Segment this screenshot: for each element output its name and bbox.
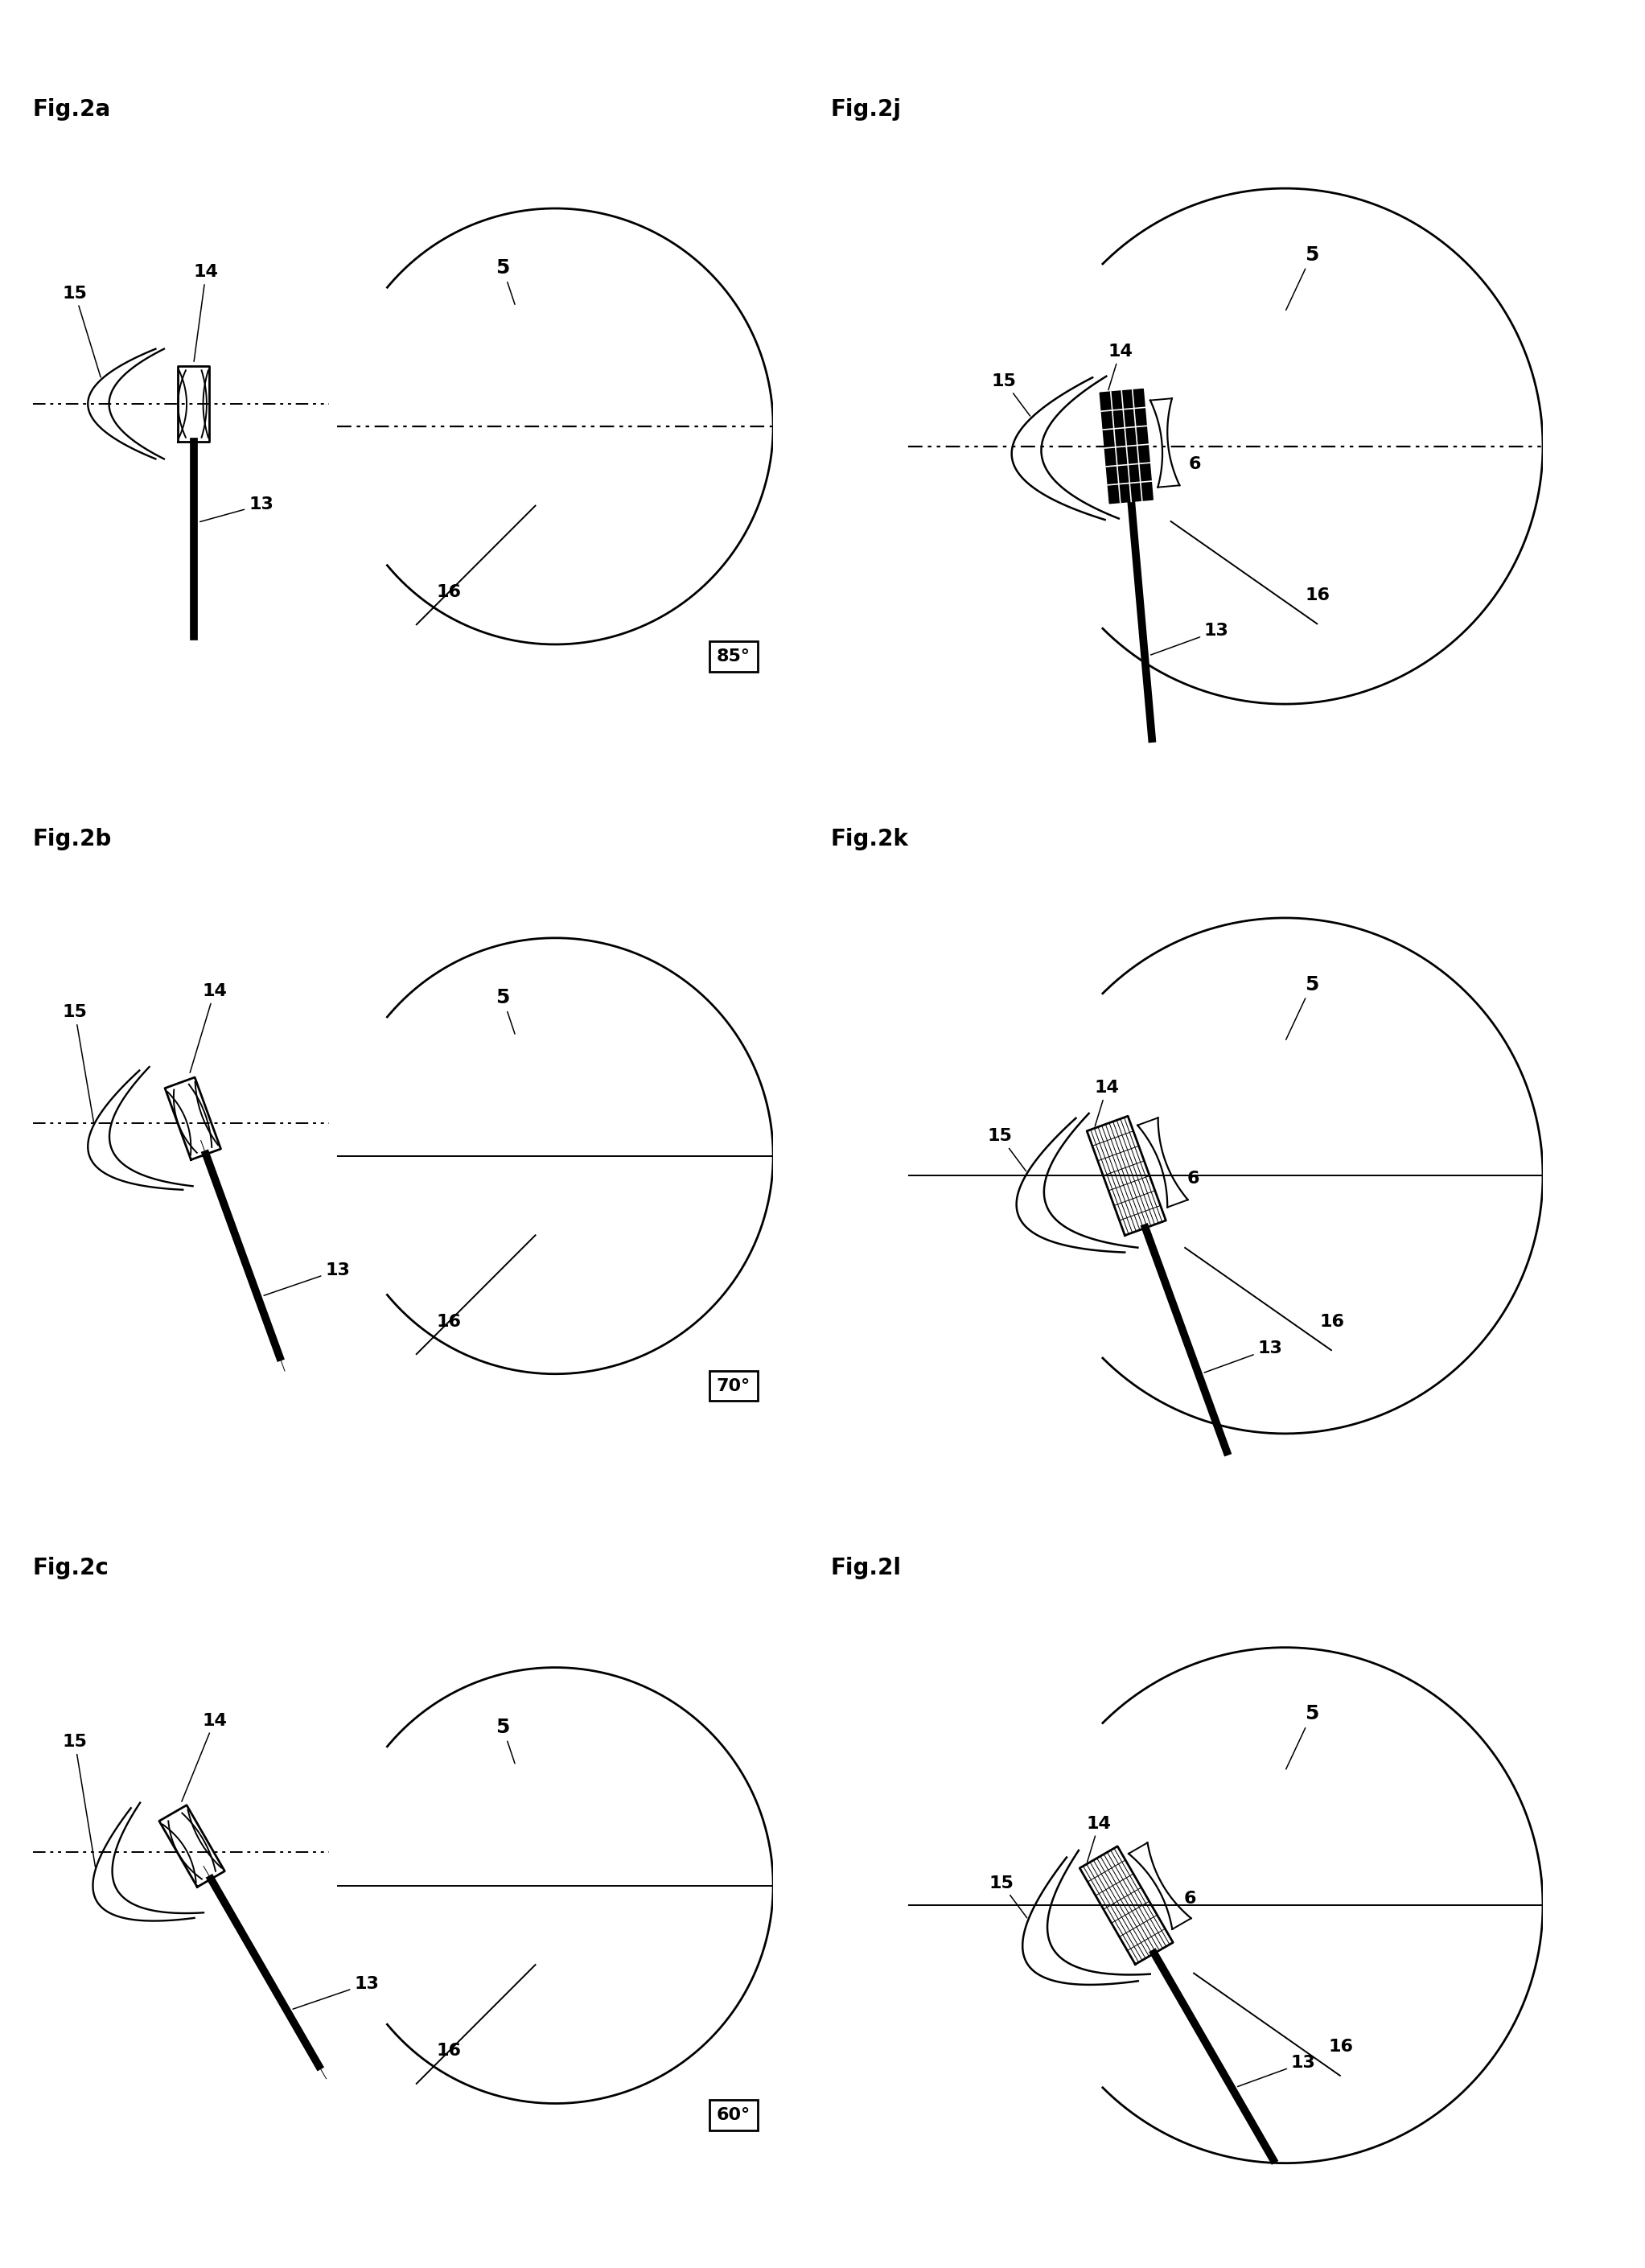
Text: 5: 5 bbox=[1286, 245, 1319, 311]
Text: 5: 5 bbox=[495, 1717, 515, 1765]
Text: 14: 14 bbox=[189, 982, 227, 1073]
Text: Fig.2k: Fig.2k bbox=[831, 828, 908, 850]
Text: Fig.2a: Fig.2a bbox=[33, 98, 110, 120]
Text: 13: 13 bbox=[1204, 1340, 1283, 1372]
Text: 14: 14 bbox=[1107, 342, 1132, 390]
Text: 15: 15 bbox=[992, 374, 1030, 415]
Text: 14: 14 bbox=[181, 1712, 227, 1801]
Text: 5: 5 bbox=[1286, 975, 1319, 1039]
Text: Fig.2j: Fig.2j bbox=[831, 98, 901, 120]
Text: 6: 6 bbox=[1188, 1170, 1199, 1186]
Text: 6: 6 bbox=[1184, 1889, 1196, 1907]
Text: 5: 5 bbox=[495, 259, 515, 304]
Text: 16: 16 bbox=[436, 2043, 461, 2059]
Text: Fig.2l: Fig.2l bbox=[831, 1558, 901, 1579]
Text: 85°: 85° bbox=[717, 649, 750, 665]
Text: 15: 15 bbox=[63, 286, 100, 376]
Text: 13: 13 bbox=[263, 1263, 350, 1295]
Text: 13: 13 bbox=[201, 497, 273, 522]
Text: 15: 15 bbox=[989, 1876, 1026, 1919]
Text: 5: 5 bbox=[495, 989, 515, 1034]
Text: 16: 16 bbox=[1304, 587, 1331, 603]
Text: 14: 14 bbox=[194, 263, 219, 361]
Text: 16: 16 bbox=[1319, 1313, 1344, 1329]
Polygon shape bbox=[1101, 390, 1153, 503]
Text: 13: 13 bbox=[1152, 624, 1229, 655]
Text: 14: 14 bbox=[1094, 1080, 1119, 1127]
Text: 13: 13 bbox=[293, 1975, 378, 2009]
Text: Fig.2c: Fig.2c bbox=[33, 1558, 109, 1579]
Text: 15: 15 bbox=[987, 1127, 1026, 1170]
Text: 15: 15 bbox=[63, 1733, 95, 1867]
Text: 14: 14 bbox=[1087, 1817, 1112, 1862]
Text: 16: 16 bbox=[1328, 2039, 1354, 2055]
Text: 6: 6 bbox=[1188, 456, 1201, 472]
Text: 16: 16 bbox=[436, 1313, 461, 1329]
Text: Fig.2b: Fig.2b bbox=[33, 828, 112, 850]
Text: 70°: 70° bbox=[717, 1377, 750, 1395]
Text: 60°: 60° bbox=[717, 2107, 750, 2123]
Text: 15: 15 bbox=[63, 1005, 94, 1123]
Text: 13: 13 bbox=[1237, 2055, 1316, 2087]
Text: 16: 16 bbox=[436, 583, 461, 601]
Text: 5: 5 bbox=[1286, 1703, 1319, 1769]
